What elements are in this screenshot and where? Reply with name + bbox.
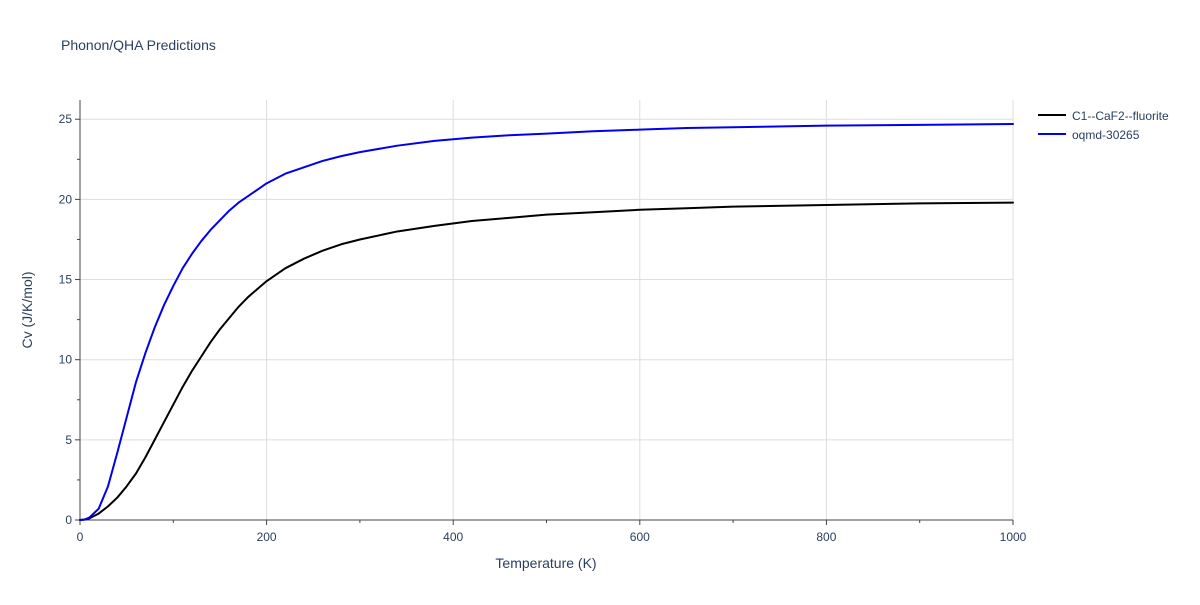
legend-item[interactable]: oqmd-30265	[1038, 128, 1140, 142]
grid-lines	[80, 100, 1014, 520]
x-axis-label: Temperature (K)	[495, 555, 596, 571]
legend[interactable]: C1--CaF2--fluorite oqmd-30265	[1038, 109, 1169, 142]
x-tick-label: 1000	[1000, 530, 1027, 544]
legend-item[interactable]: C1--CaF2--fluorite	[1038, 109, 1169, 123]
y-tick-label: 25	[59, 112, 73, 126]
chart-title: Phonon/QHA Predictions	[61, 37, 216, 53]
legend-label-series-1: oqmd-30265	[1072, 128, 1140, 142]
y-axis-ticks: 0 5 10 15 20 25	[59, 112, 80, 527]
x-tick-label: 800	[816, 530, 836, 544]
x-tick-label: 0	[77, 530, 84, 544]
series-lines	[79, 123, 1014, 521]
y-axis-label: Cv (J/K/mol)	[19, 272, 35, 349]
series-line-0[interactable]	[79, 201, 1014, 521]
y-tick-label: 20	[59, 192, 73, 206]
x-axis-ticks: 0 200 400 600 800 1000	[77, 520, 1027, 544]
x-tick-label: 400	[443, 530, 463, 544]
legend-label-series-0: C1--CaF2--fluorite	[1072, 109, 1169, 123]
y-tick-label: 15	[59, 273, 73, 287]
y-tick-label: 10	[59, 353, 73, 367]
y-tick-label: 0	[65, 513, 72, 527]
x-tick-label: 200	[257, 530, 277, 544]
series-line-1[interactable]	[79, 123, 1014, 521]
x-tick-label: 600	[630, 530, 650, 544]
y-tick-label: 5	[65, 433, 72, 447]
